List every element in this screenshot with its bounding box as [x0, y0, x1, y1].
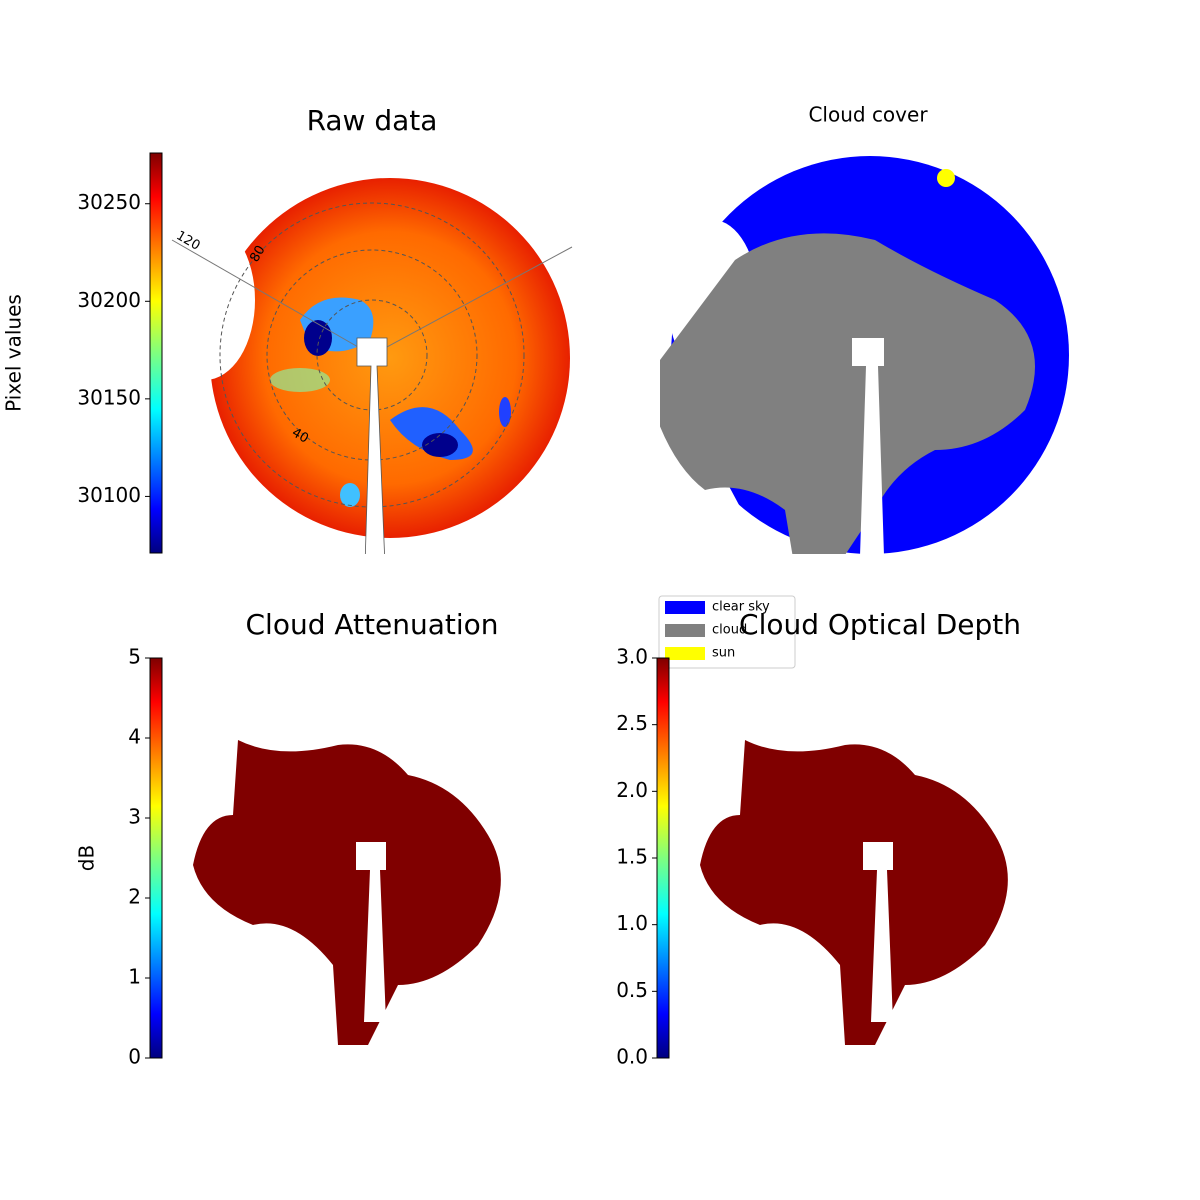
y-tick-label: 30150 — [77, 385, 141, 409]
y-tick-label: 1.0 — [616, 911, 648, 935]
legend-swatch — [665, 601, 705, 614]
colorbar-label: Pixel values — [2, 294, 26, 412]
panel-title: Cloud Attenuation — [245, 608, 498, 641]
colorbar — [149, 152, 163, 554]
y-tick-label: 2 — [128, 885, 141, 909]
raw-image — [155, 178, 573, 554]
y-tick-label: 30250 — [77, 190, 141, 214]
legend-label: sun — [712, 646, 735, 661]
y-tick-label: 30200 — [77, 288, 141, 312]
panel-title: Cloud Optical Depth — [739, 608, 1021, 641]
panel-title: Cloud cover — [808, 103, 928, 127]
colorbar — [149, 657, 163, 1059]
legend-label: clear sky — [712, 600, 770, 615]
y-tick-label: 0 — [128, 1045, 141, 1069]
y-tick-label: 5 — [128, 645, 141, 669]
legend-swatch — [665, 647, 705, 660]
legend-label: cloud — [712, 623, 747, 638]
panel-title: Raw data — [307, 104, 438, 137]
y-tick-label: 0.0 — [616, 1045, 648, 1069]
colorbar — [656, 657, 670, 1059]
optical-depth-image — [700, 740, 1008, 1045]
y-tick-label: 2.0 — [616, 778, 648, 802]
legend-swatch — [665, 624, 705, 637]
y-tick-label: 3 — [128, 805, 141, 829]
y-tick-label: 30100 — [77, 483, 141, 507]
attenuation-image — [193, 740, 501, 1045]
colorbar-label: dB — [75, 845, 99, 871]
y-tick-label: 4 — [128, 725, 141, 749]
polar-annotation: 80 — [247, 243, 268, 265]
y-tick-label: 1.5 — [616, 845, 648, 869]
y-tick-label: 2.5 — [616, 711, 648, 735]
y-tick-label: 0.5 — [616, 978, 648, 1002]
y-tick-label: 3.0 — [616, 645, 648, 669]
polar-annotation: 40 — [289, 425, 311, 446]
y-tick-label: 1 — [128, 965, 141, 989]
cloud-cover-image — [660, 156, 1069, 554]
